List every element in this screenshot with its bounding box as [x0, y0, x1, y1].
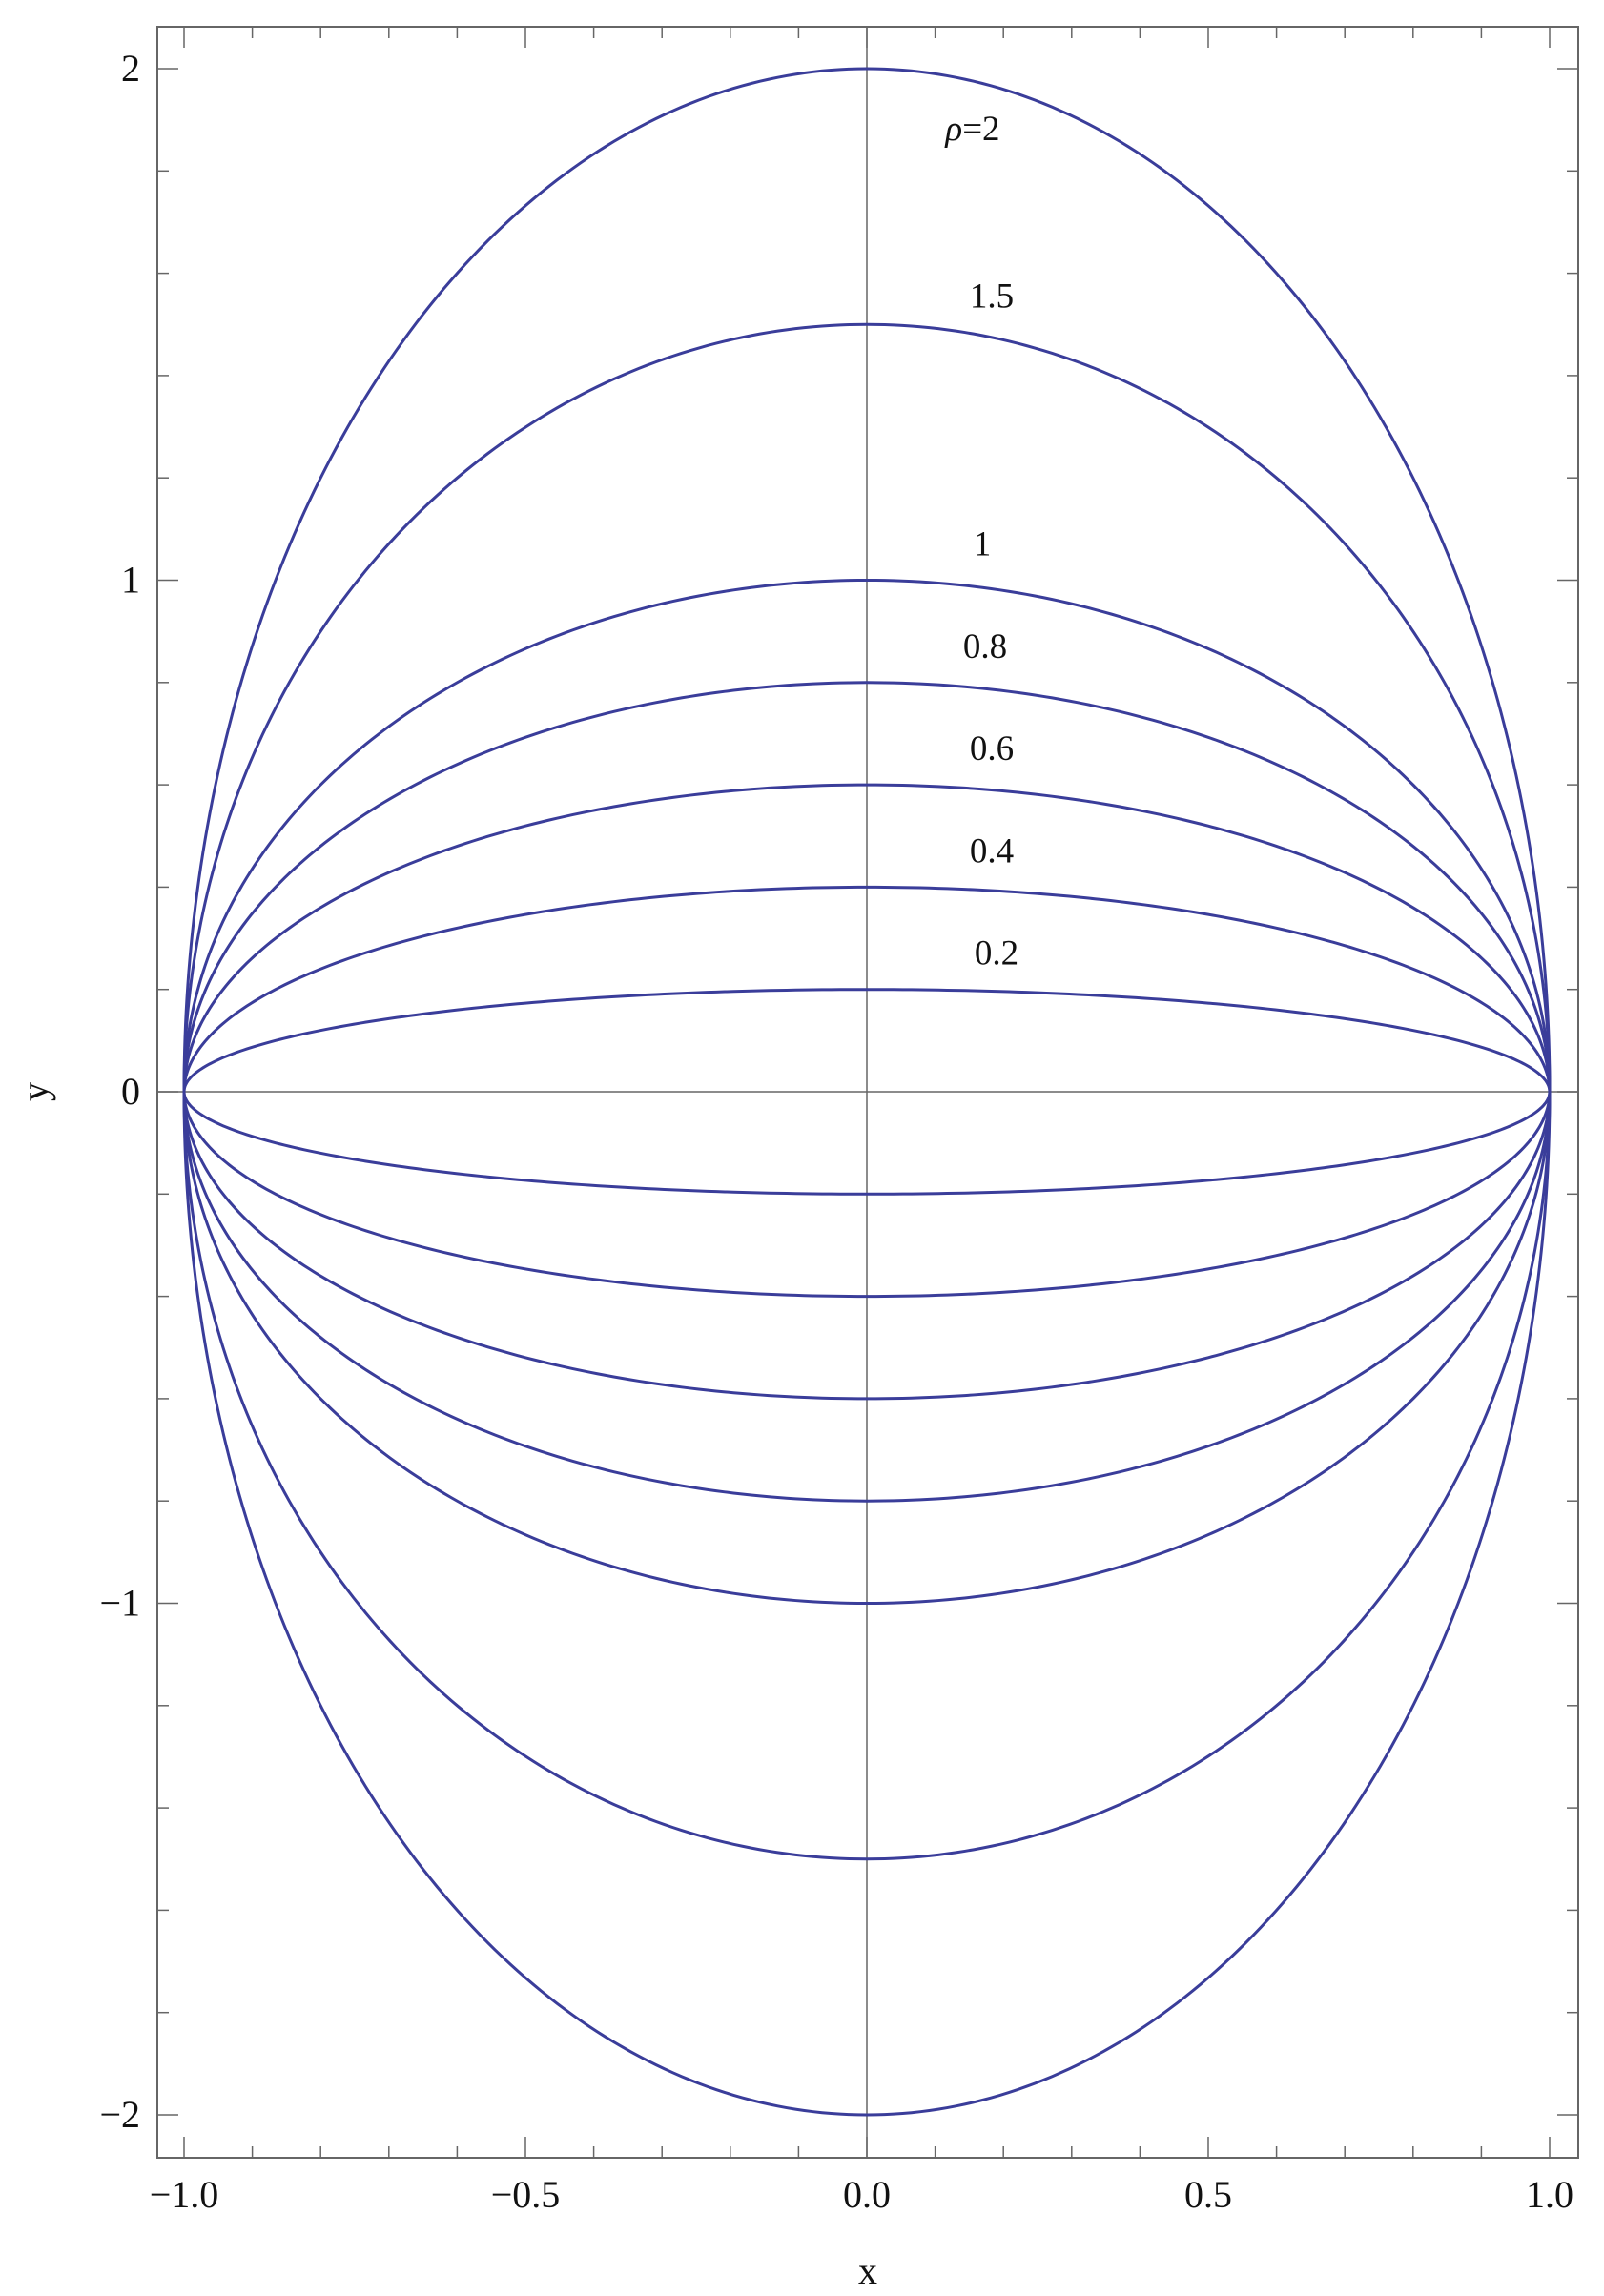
curve-label-rho-0-4: 0.4 — [970, 831, 1014, 871]
curve-label-rho-1-5: 1.5 — [970, 277, 1014, 316]
x-tick-label: −0.5 — [491, 2173, 561, 2216]
lower-curve-rho-0-8 — [182, 1091, 1552, 1503]
x-tick-label: 0.5 — [1184, 2173, 1232, 2216]
x-tick-labels: −1.0 −0.5 0.0 0.5 1.0 — [150, 2173, 1573, 2216]
upper-curve-rho-0-6 — [182, 783, 1552, 1093]
lower-curve-rho-1 — [182, 1091, 1552, 1606]
lower-curve-rho-0-4 — [182, 1091, 1552, 1299]
tick-marks — [157, 27, 1578, 2158]
upper-curve-rho-0-2 — [182, 988, 1552, 1093]
curves — [182, 67, 1552, 2117]
curve-label-rho-1: 1 — [974, 525, 992, 564]
curve-label-rho-0-2: 0.2 — [975, 934, 1018, 974]
lower-curve-rho-0-2 — [182, 1091, 1552, 1196]
x-tick-label: −1.0 — [150, 2173, 219, 2216]
upper-curve-rho-0-4 — [182, 885, 1552, 1093]
curve-label-rho-2: ρ=2 — [944, 110, 999, 149]
y-tick-label: 1 — [121, 559, 140, 602]
y-tick-label: −1 — [99, 1582, 140, 1625]
lower-curve-rho-2 — [182, 1091, 1552, 2117]
y-axis-title: y — [13, 1082, 56, 1101]
upper-curve-rho-2 — [182, 67, 1552, 1093]
upper-curve-rho-1 — [182, 578, 1552, 1093]
x-axis-title: x — [858, 2249, 877, 2292]
x-tick-label: 1.0 — [1526, 2173, 1573, 2216]
y-tick-label: 0 — [121, 1070, 140, 1113]
curve-label-rho-0-6: 0.6 — [970, 729, 1014, 769]
y-tick-label: 2 — [121, 47, 140, 90]
lower-curve-rho-1-5 — [182, 1091, 1552, 1861]
curve-labels: 0.2 0.4 0.6 0.8 1 1.5 ρ=2 — [944, 110, 1018, 974]
curve-label-rho-0-8: 0.8 — [963, 627, 1007, 666]
y-tick-labels: −2 −1 0 1 2 — [99, 47, 140, 2136]
y-tick-label: −2 — [99, 2093, 140, 2136]
x-tick-label: 0.0 — [843, 2173, 891, 2216]
upper-curve-rho-0-8 — [182, 681, 1552, 1093]
lower-curve-rho-0-6 — [182, 1091, 1552, 1401]
upper-curve-rho-1-5 — [182, 322, 1552, 1093]
